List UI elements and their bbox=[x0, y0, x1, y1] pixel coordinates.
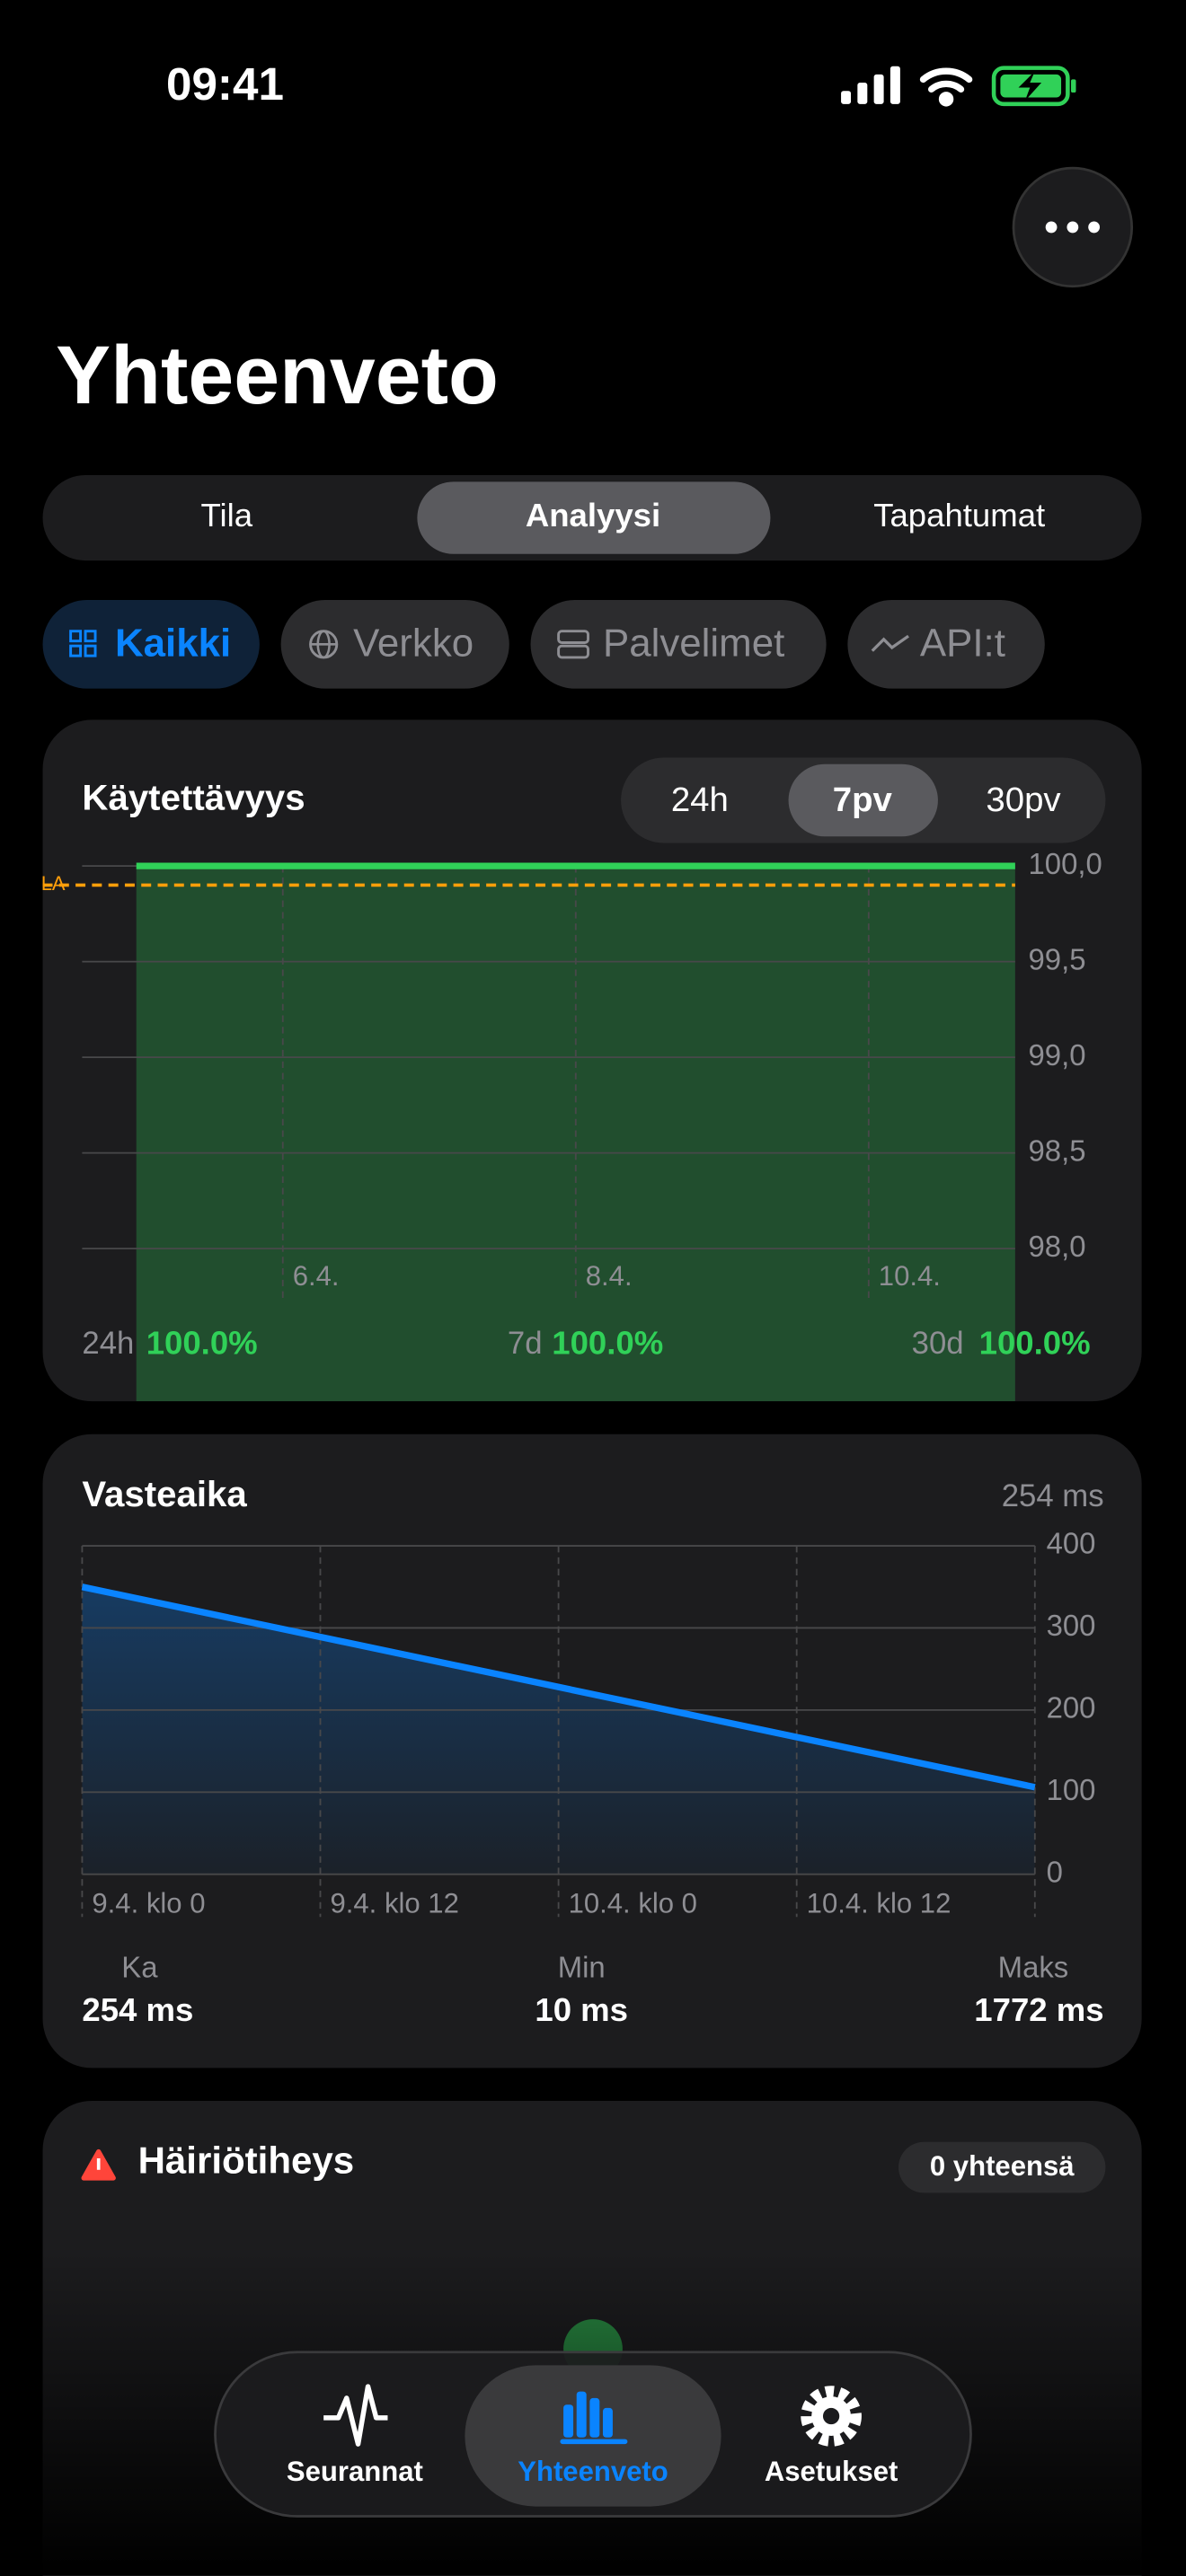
filter-label[interactable]: Verkko bbox=[353, 622, 474, 666]
x-tick-label: 10.4. bbox=[879, 1260, 941, 1292]
y-tick-label: 99,5 bbox=[1028, 942, 1085, 975]
segment-selected bbox=[417, 481, 771, 554]
sla-label: SLA bbox=[28, 872, 66, 895]
y-tick-label: 100 bbox=[1047, 1773, 1096, 1806]
availability-chart: 98,0 98,5 99,0 99,5 100,0 6.4. 8.4. 10.4. SLA bbox=[28, 847, 1102, 1402]
filter-icon bbox=[557, 644, 589, 659]
segment-label[interactable]: Analyysi bbox=[526, 497, 660, 534]
y-tick-label: 200 bbox=[1047, 1691, 1096, 1725]
filter-chip[interactable] bbox=[280, 599, 509, 689]
y-tick-label: 98,5 bbox=[1028, 1134, 1085, 1167]
gear-icon bbox=[801, 2386, 862, 2447]
signal-icon bbox=[841, 66, 900, 104]
x-tick-label: 9.4. klo 0 bbox=[92, 1888, 205, 1919]
stat-value: 10 ms bbox=[535, 1991, 628, 2028]
pulse-icon bbox=[323, 2384, 388, 2447]
y-tick-label: 98,0 bbox=[1028, 1230, 1085, 1263]
filter-label[interactable]: Kaikki bbox=[115, 622, 231, 666]
filter-icon bbox=[84, 630, 97, 643]
total-pill bbox=[898, 2141, 1106, 2193]
filter-icon bbox=[69, 630, 83, 643]
x-tick-label: 6.4. bbox=[293, 1260, 340, 1292]
stat-label: Ka bbox=[121, 1950, 158, 1983]
filter-label[interactable]: API:t bbox=[920, 622, 1005, 666]
y-tick-label: 99,0 bbox=[1028, 1038, 1085, 1072]
range-selected bbox=[788, 763, 938, 837]
y-tick-label: 0 bbox=[1047, 1855, 1063, 1888]
range-label[interactable]: 7pv bbox=[833, 781, 893, 819]
summary-value: 100.0% bbox=[552, 1325, 663, 1362]
status-time: 09:41 bbox=[166, 58, 284, 110]
y-tick-label: 400 bbox=[1047, 1527, 1096, 1560]
summary-label: 24h bbox=[82, 1327, 134, 1361]
x-tick-label: 10.4. klo 12 bbox=[807, 1888, 951, 1919]
wifi-icon bbox=[919, 67, 973, 107]
segment-label[interactable]: Tapahtumat bbox=[873, 497, 1045, 534]
stat-value: 254 ms bbox=[82, 1991, 193, 2028]
segment-label[interactable]: Tila bbox=[201, 497, 253, 534]
stat-label: Maks bbox=[998, 1950, 1069, 1983]
warning-icon-mark bbox=[96, 2157, 101, 2170]
y-tick-label: 300 bbox=[1047, 1609, 1096, 1642]
filter-label[interactable]: Palvelimet bbox=[603, 622, 784, 666]
range-label[interactable]: 24h bbox=[671, 781, 729, 819]
filter-chip[interactable] bbox=[530, 599, 827, 689]
current-response: 254 ms bbox=[1002, 1479, 1104, 1513]
filter-chip[interactable] bbox=[847, 599, 1045, 689]
x-tick-label: 8.4. bbox=[586, 1260, 633, 1292]
bars-icon bbox=[560, 2391, 628, 2445]
filter-icon bbox=[871, 634, 909, 652]
stat-label: Min bbox=[558, 1950, 606, 1983]
card-title: Vasteaika bbox=[82, 1474, 247, 1514]
summary-label: 30d bbox=[912, 1327, 964, 1361]
filter-icon bbox=[69, 644, 83, 657]
tab-label[interactable]: Asetukset bbox=[765, 2456, 898, 2487]
x-tick-label: 9.4. klo 12 bbox=[330, 1888, 458, 1919]
stat-value: 1772 ms bbox=[974, 1991, 1103, 2028]
availability-card bbox=[42, 719, 1142, 1402]
filter-icon bbox=[557, 630, 589, 644]
tab-label[interactable]: Yhteenveto bbox=[518, 2456, 668, 2487]
summary-label: 7d bbox=[508, 1327, 543, 1361]
page-title: Yhteenveto bbox=[56, 330, 499, 421]
more-button[interactable] bbox=[1012, 166, 1134, 288]
summary-value: 100.0% bbox=[979, 1325, 1091, 1362]
response-chart: 0 100 200 300 400 9.4. klo 0 9.4. klo 12 10.4. … bbox=[81, 1527, 1096, 1919]
filter-chip[interactable] bbox=[42, 599, 260, 689]
card-title: Käytettävyys bbox=[82, 778, 305, 818]
filter-icon bbox=[84, 644, 97, 657]
range-label[interactable]: 30pv bbox=[986, 781, 1061, 819]
y-tick-label: 100,0 bbox=[1028, 847, 1102, 880]
incident-total: 0 yhteensä bbox=[930, 2150, 1075, 2182]
line bbox=[81, 1584, 1036, 1791]
summary-value: 100.0% bbox=[146, 1325, 258, 1362]
battery-icon bbox=[991, 66, 1076, 107]
x-tick-label: 10.4. klo 0 bbox=[569, 1888, 697, 1919]
card-title: Häiriötiheys bbox=[138, 2139, 355, 2182]
tab-label[interactable]: Seurannat bbox=[287, 2456, 423, 2487]
